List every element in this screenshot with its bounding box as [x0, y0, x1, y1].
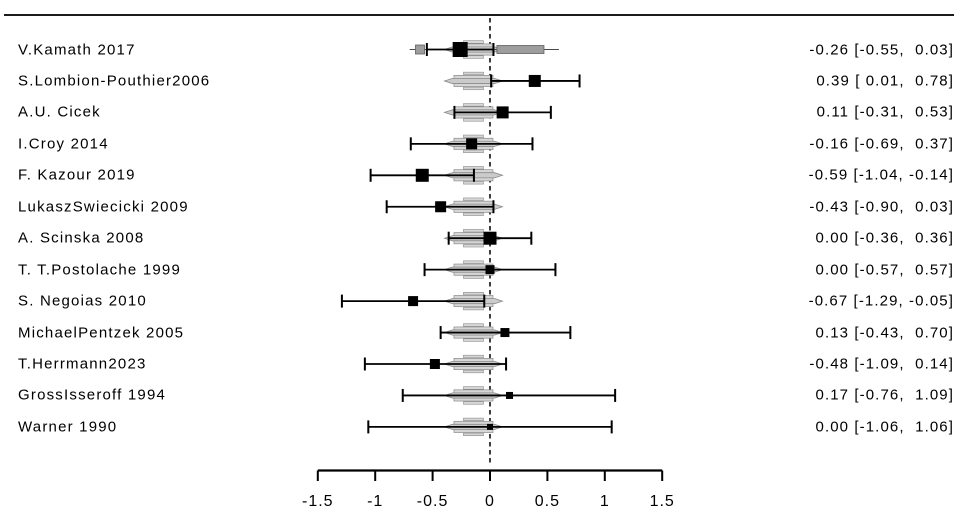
effect-size-value: 0.11 [-0.31, 0.53]	[816, 103, 954, 121]
study-label: T. T.Postolache 1999	[18, 261, 181, 279]
study-label: Warner 1990	[18, 418, 118, 436]
estimate-square	[466, 138, 478, 150]
x-axis: -1.5 -1 -0.5 0 0.5 1 1.5	[302, 469, 675, 510]
estimate-square	[500, 328, 510, 338]
top-rule	[4, 14, 954, 16]
study-label: I.Croy 2014	[18, 135, 109, 153]
study-label: A.U. Cicek	[18, 103, 101, 121]
pooled-effect-spindle	[443, 71, 504, 91]
study-label: A. Scinska 2008	[18, 229, 145, 247]
study-label: LukaszSwiecicki 2009	[18, 198, 189, 216]
axis-tick-label: -0.5	[417, 493, 449, 510]
estimate-square	[496, 106, 509, 119]
axis-tick-label: 0	[485, 493, 495, 510]
effect-size-value: 0.17 [-0.76, 1.09]	[815, 386, 954, 404]
effect-size-value: -0.59 [-1.04, -0.14]	[808, 166, 954, 184]
study-row-marker	[363, 354, 508, 374]
estimate-square	[483, 231, 497, 245]
study-row-marker	[401, 386, 617, 405]
study-row-marker	[369, 166, 504, 185]
effect-size-value: 0.00 [-0.57, 0.57]	[815, 261, 954, 279]
study-row-marker	[443, 103, 552, 122]
axis-tick-label: 1	[600, 493, 610, 510]
axis-tick-label: 1.5	[650, 493, 675, 510]
study-label: MichaelPentzek 2005	[18, 324, 185, 342]
effect-size-value: 0.39 [ 0.01, 0.78]	[816, 72, 954, 90]
study-row-marker	[340, 291, 504, 311]
study-label: T.Herrmann2023	[18, 355, 147, 373]
study-label: V.Kamath 2017	[18, 41, 136, 58]
study-row-marker	[367, 417, 613, 437]
estimate-square	[415, 168, 429, 182]
estimate-square	[487, 423, 493, 430]
estimate-square	[528, 74, 541, 87]
effect-size-value: 0.00 [-1.06, 1.06]	[815, 418, 954, 436]
estimate-square	[429, 359, 440, 369]
estimate-square	[452, 42, 468, 57]
effect-size-value: -0.26 [-0.55, 0.03]	[809, 41, 954, 58]
study-row-marker	[423, 260, 557, 279]
study-row-marker	[443, 229, 533, 248]
axis-tick-label: -1	[367, 493, 383, 510]
study-row-marker	[409, 40, 559, 59]
study-label: S.Lombion-Pouthier2006	[18, 72, 211, 90]
effect-size-value: 0.00 [-0.36, 0.36]	[815, 229, 954, 247]
study-row-marker	[409, 134, 534, 153]
study-label: GrossIsseroff 1994	[18, 386, 167, 404]
axis-tick-label: 0.5	[535, 493, 560, 510]
extra-gray-square	[415, 44, 425, 55]
estimate-square	[408, 296, 419, 307]
axis-tick-label: -1.5	[302, 493, 334, 510]
effect-size-value: -0.43 [-0.90, 0.03]	[809, 198, 954, 216]
estimate-square	[506, 391, 514, 399]
effect-size-value: -0.67 [-1.29, -0.05]	[808, 292, 954, 310]
estimate-square	[485, 265, 495, 275]
study-label: F. Kazour 2019	[18, 166, 136, 184]
estimate-square	[435, 201, 447, 213]
effect-size-value: -0.16 [-0.69, 0.37]	[809, 135, 954, 153]
effect-size-value: 0.13 [-0.43, 0.70]	[815, 324, 954, 342]
study-label: S. Negoias 2010	[18, 292, 147, 310]
study-row-marker	[439, 323, 572, 342]
study-row-marker	[385, 197, 504, 216]
study-row-marker	[443, 71, 581, 91]
extra-gray-bar	[496, 45, 545, 54]
effect-size-value: -0.48 [-1.09, 0.14]	[809, 355, 954, 373]
